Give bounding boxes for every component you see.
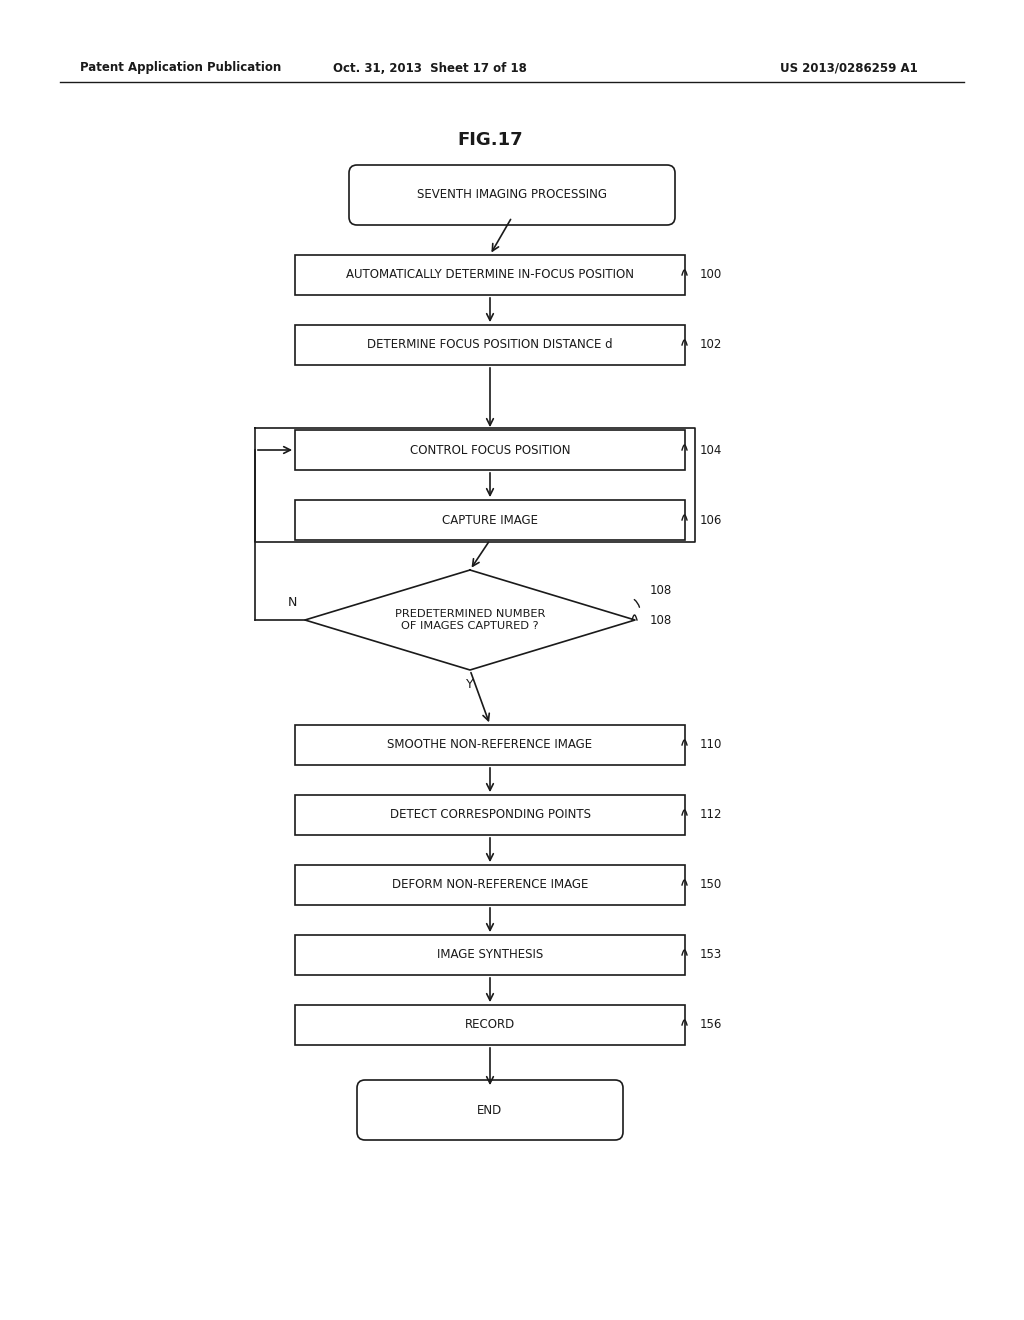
Text: 104: 104 <box>700 444 722 457</box>
Bar <box>295 865 685 906</box>
Text: 153: 153 <box>700 949 722 961</box>
Text: 102: 102 <box>700 338 722 351</box>
FancyBboxPatch shape <box>349 165 675 224</box>
Text: 108: 108 <box>650 614 672 627</box>
Text: N: N <box>288 595 297 609</box>
Text: END: END <box>477 1104 503 1117</box>
Text: DETECT CORRESPONDING POINTS: DETECT CORRESPONDING POINTS <box>389 808 591 821</box>
Bar <box>295 1005 685 1045</box>
Polygon shape <box>305 570 635 671</box>
Bar <box>295 255 685 294</box>
Text: CAPTURE IMAGE: CAPTURE IMAGE <box>442 513 538 527</box>
Text: 108: 108 <box>650 583 672 597</box>
Bar <box>295 795 685 836</box>
Bar <box>295 430 685 470</box>
Text: DETERMINE FOCUS POSITION DISTANCE d: DETERMINE FOCUS POSITION DISTANCE d <box>368 338 612 351</box>
Text: 106: 106 <box>700 513 722 527</box>
Text: DEFORM NON-REFERENCE IMAGE: DEFORM NON-REFERENCE IMAGE <box>392 879 588 891</box>
Text: AUTOMATICALLY DETERMINE IN-FOCUS POSITION: AUTOMATICALLY DETERMINE IN-FOCUS POSITIO… <box>346 268 634 281</box>
Bar <box>295 500 685 540</box>
Bar <box>295 935 685 975</box>
Bar <box>295 325 685 366</box>
Bar <box>295 725 685 766</box>
Text: 112: 112 <box>700 808 723 821</box>
Text: PREDETERMINED NUMBER
OF IMAGES CAPTURED ?: PREDETERMINED NUMBER OF IMAGES CAPTURED … <box>395 610 545 631</box>
Text: CONTROL FOCUS POSITION: CONTROL FOCUS POSITION <box>410 444 570 457</box>
Text: US 2013/0286259 A1: US 2013/0286259 A1 <box>780 62 918 74</box>
Text: FIG.17: FIG.17 <box>457 131 523 149</box>
Text: 150: 150 <box>700 879 722 891</box>
Text: SEVENTH IMAGING PROCESSING: SEVENTH IMAGING PROCESSING <box>417 189 607 202</box>
Text: Oct. 31, 2013  Sheet 17 of 18: Oct. 31, 2013 Sheet 17 of 18 <box>333 62 527 74</box>
Text: 156: 156 <box>700 1019 722 1031</box>
Text: 100: 100 <box>700 268 722 281</box>
Text: Patent Application Publication: Patent Application Publication <box>80 62 282 74</box>
Text: RECORD: RECORD <box>465 1019 515 1031</box>
Text: IMAGE SYNTHESIS: IMAGE SYNTHESIS <box>437 949 543 961</box>
FancyBboxPatch shape <box>357 1080 623 1140</box>
Text: Y: Y <box>466 677 474 690</box>
Text: SMOOTHE NON-REFERENCE IMAGE: SMOOTHE NON-REFERENCE IMAGE <box>387 738 593 751</box>
Text: 110: 110 <box>700 738 722 751</box>
